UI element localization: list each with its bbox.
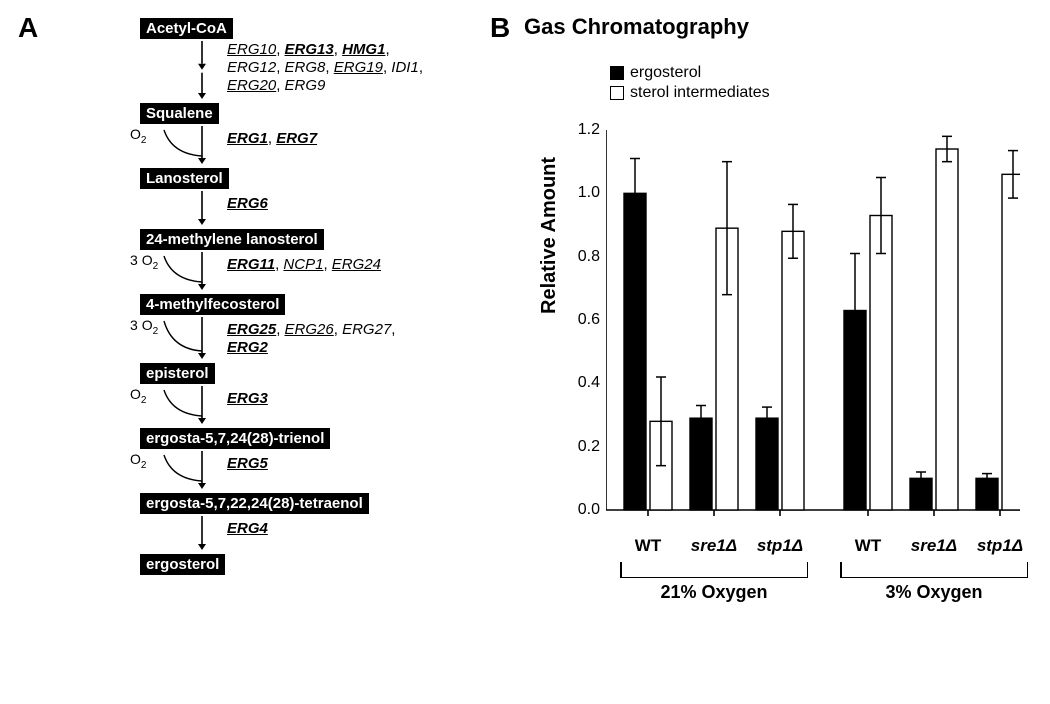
y-tick-label: 0.2 [540, 438, 600, 456]
compound-box: episterol [140, 363, 215, 384]
legend-label: sterol intermediates [630, 84, 770, 102]
y-tick-label: 1.0 [540, 184, 600, 202]
panel-b: B Gas Chromatography ergosterol sterol in… [490, 0, 1050, 704]
gene-label: ERG24 [332, 256, 381, 273]
gene-label: ERG19 [334, 59, 383, 76]
bar-plot [606, 120, 1020, 530]
legend-row: sterol intermediates [610, 84, 770, 102]
gene-list: ERG4 [227, 520, 268, 538]
gene-list: ERG10, ERG13, HMG1, ERG12, ERG8, ERG19, … [227, 41, 437, 95]
legend-swatch [610, 86, 624, 100]
gene-label: ERG8 [285, 59, 326, 76]
gene-label: ERG27 [342, 321, 391, 338]
x-category-label: sre1Δ [679, 536, 749, 556]
gene-label: NCP1 [283, 256, 323, 273]
pathway-step: 3 O2 ERG25, ERG26, ERG27, ERG2 [92, 315, 482, 363]
compound-box: 4-methylfecosterol [140, 294, 285, 315]
y-tick-label: 0.4 [540, 374, 600, 392]
pathway-step: ERG6 [92, 189, 482, 229]
compound-box: ergosta-5,7,24(28)-trienol [140, 428, 330, 449]
y-tick-label: 0.0 [540, 501, 600, 519]
gene-list: ERG5 [227, 455, 268, 473]
gene-label: ERG10 [227, 41, 276, 58]
legend-row: ergosterol [610, 64, 770, 82]
figure-root: A Acetyl-CoAERG10, ERG13, HMG1, ERG12, E… [0, 0, 1050, 704]
pathway-step: O2 ERG1, ERG7 [92, 124, 482, 168]
pathway-step: O2 ERG3 [92, 384, 482, 428]
gene-list: ERG3 [227, 390, 268, 408]
y-tick-label: 0.8 [540, 248, 600, 266]
panel-a: A Acetyl-CoAERG10, ERG13, HMG1, ERG12, E… [0, 0, 490, 704]
gene-label: ERG26 [285, 321, 334, 338]
group-label: 3% Oxygen [840, 582, 1028, 603]
pathway-step: ERG4 [92, 514, 482, 554]
gene-label: ERG25 [227, 321, 276, 338]
gene-list: ERG11, NCP1, ERG24 [227, 256, 381, 274]
x-category-label: sre1Δ [899, 536, 969, 556]
gene-label: ERG20 [227, 77, 276, 94]
oxygen-label: O2 [130, 451, 146, 471]
gene-list: ERG25, ERG26, ERG27, ERG2 [227, 321, 437, 357]
panel-a-label: A [18, 12, 38, 44]
gene-list: ERG1, ERG7 [227, 130, 317, 148]
pathway-step: ERG10, ERG13, HMG1, ERG12, ERG8, ERG19, … [92, 39, 482, 103]
x-category-label: stp1Δ [745, 536, 815, 556]
bar-svg [606, 120, 1020, 530]
panel-b-title: Gas Chromatography [524, 14, 749, 40]
gene-label: ERG3 [227, 390, 268, 407]
pathway-step: O2 ERG5 [92, 449, 482, 493]
gene-label: ERG1 [227, 130, 268, 147]
gene-label: ERG9 [285, 77, 326, 94]
group-label: 21% Oxygen [620, 582, 808, 603]
gene-label: ERG6 [227, 195, 268, 212]
oxygen-label: O2 [130, 126, 146, 146]
oxygen-label: 3 O2 [130, 317, 158, 337]
legend-label: ergosterol [630, 64, 701, 82]
gene-label: ERG5 [227, 455, 268, 472]
compound-box: Lanosterol [140, 168, 229, 189]
group-bracket [840, 564, 1028, 578]
y-axis-label: Relative Amount [538, 157, 561, 314]
x-category-label: WT [613, 536, 683, 556]
gene-label: ERG12 [227, 59, 276, 76]
oxygen-label: 3 O2 [130, 252, 158, 272]
compound-box: 24-methylene lanosterol [140, 229, 324, 250]
compound-box: Acetyl-CoA [140, 18, 233, 39]
gene-label: ERG7 [276, 130, 317, 147]
group-bracket [620, 564, 808, 578]
pathway-step: 3 O2 ERG11, NCP1, ERG24 [92, 250, 482, 294]
gene-label: ERG2 [227, 339, 268, 356]
compound-box: Squalene [140, 103, 219, 124]
compound-box: ergosta-5,7,22,24(28)-tetraenol [140, 493, 369, 514]
compound-box: ergosterol [140, 554, 225, 575]
gene-label: HMG1 [342, 41, 385, 58]
y-tick-label: 0.6 [540, 311, 600, 329]
pathway-diagram: Acetyl-CoAERG10, ERG13, HMG1, ERG12, ERG… [92, 18, 482, 575]
panel-b-label: B [490, 12, 510, 44]
oxygen-label: O2 [130, 386, 146, 406]
gene-label: ERG4 [227, 520, 268, 537]
x-category-label: WT [833, 536, 903, 556]
gene-label: ERG13 [285, 41, 334, 58]
legend-swatch [610, 66, 624, 80]
chart-legend: ergosterol sterol intermediates [610, 64, 770, 104]
chart-wrap: ergosterol sterol intermediates Relative … [520, 64, 1040, 684]
y-tick-label: 1.2 [540, 121, 600, 139]
gene-list: ERG6 [227, 195, 268, 213]
gene-label: IDI1 [391, 59, 419, 76]
x-category-label: stp1Δ [965, 536, 1035, 556]
gene-label: ERG11 [227, 256, 275, 273]
